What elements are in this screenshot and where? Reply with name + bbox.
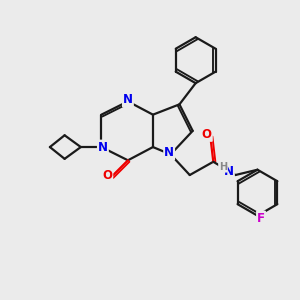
Text: N: N <box>164 146 174 159</box>
Text: H: H <box>219 162 227 172</box>
Text: N: N <box>224 165 234 178</box>
Text: O: O <box>202 128 212 141</box>
Text: N: N <box>123 93 133 106</box>
Text: N: N <box>98 141 108 154</box>
Text: F: F <box>257 212 265 224</box>
Text: O: O <box>102 169 112 182</box>
